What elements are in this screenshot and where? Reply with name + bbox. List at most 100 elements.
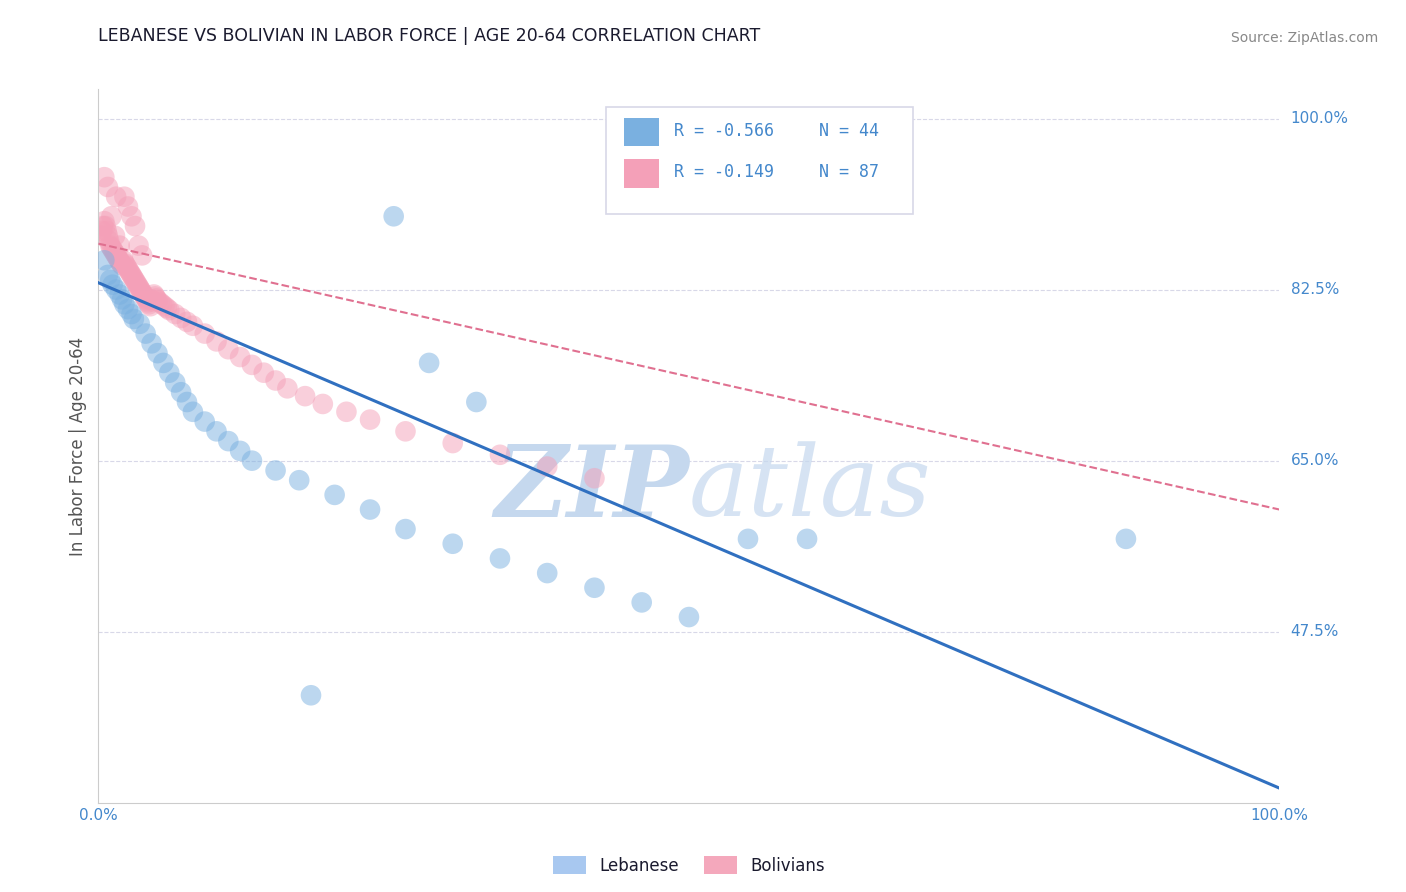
Point — [441, 436, 464, 450]
Y-axis label: In Labor Force | Age 20-64: In Labor Force | Age 20-64 — [69, 336, 87, 556]
Point — [1115, 532, 1137, 546]
Point — [630, 595, 652, 609]
Point — [98, 234, 121, 248]
Point — [97, 180, 120, 194]
Point — [97, 268, 120, 282]
Point — [418, 356, 440, 370]
Point — [124, 274, 146, 288]
Point — [170, 385, 193, 400]
Text: N = 44: N = 44 — [818, 121, 879, 139]
Point — [96, 224, 118, 238]
Point — [149, 295, 172, 310]
Point — [165, 307, 187, 321]
Point — [100, 241, 122, 255]
FancyBboxPatch shape — [624, 159, 659, 187]
Point — [104, 246, 127, 260]
Point — [94, 219, 117, 233]
Point — [136, 295, 159, 310]
Point — [489, 551, 512, 566]
Point — [117, 262, 139, 277]
Point — [536, 459, 558, 474]
Point — [128, 279, 150, 293]
Point — [796, 532, 818, 546]
Point — [93, 170, 115, 185]
Point — [112, 253, 135, 268]
Point — [108, 238, 131, 252]
Point — [217, 343, 239, 357]
Point — [125, 276, 148, 290]
Point — [118, 264, 141, 278]
Point — [583, 581, 606, 595]
Point — [100, 209, 122, 223]
Point — [112, 190, 135, 204]
Point — [93, 214, 115, 228]
Point — [128, 317, 150, 331]
Point — [141, 293, 163, 307]
Point — [142, 287, 165, 301]
Text: ZIP: ZIP — [494, 441, 689, 537]
Point — [145, 292, 167, 306]
Point — [121, 307, 143, 321]
Text: 47.5%: 47.5% — [1291, 624, 1339, 640]
Point — [120, 266, 142, 280]
Point — [288, 473, 311, 487]
Point — [737, 532, 759, 546]
Point — [131, 248, 153, 262]
Point — [101, 277, 124, 292]
Point — [153, 299, 176, 313]
Point — [143, 289, 166, 303]
Point — [205, 334, 228, 349]
Point — [165, 376, 187, 390]
Point — [101, 243, 124, 257]
Point — [181, 405, 204, 419]
Point — [146, 346, 169, 360]
Point — [205, 425, 228, 439]
Point — [129, 284, 152, 298]
Point — [170, 310, 193, 325]
Point — [359, 502, 381, 516]
Point — [127, 277, 149, 292]
Point — [157, 303, 180, 318]
Point — [139, 299, 162, 313]
Point — [105, 283, 128, 297]
Point — [111, 258, 134, 272]
Point — [229, 350, 252, 364]
Text: R = -0.566: R = -0.566 — [673, 121, 773, 139]
Point — [294, 389, 316, 403]
Point — [105, 190, 128, 204]
Point — [104, 228, 127, 243]
Point — [150, 297, 173, 311]
Point — [229, 443, 252, 458]
Point — [152, 356, 174, 370]
Point — [105, 248, 128, 262]
Point — [217, 434, 239, 449]
Point — [114, 258, 136, 272]
Point — [678, 610, 700, 624]
Point — [536, 566, 558, 580]
Point — [441, 537, 464, 551]
Point — [111, 293, 134, 307]
Point — [134, 289, 156, 303]
Point — [135, 326, 157, 341]
Point — [312, 397, 335, 411]
Point — [90, 228, 112, 243]
Point — [98, 238, 121, 252]
Point — [91, 219, 114, 233]
Point — [112, 297, 135, 311]
FancyBboxPatch shape — [606, 107, 914, 214]
Point — [124, 219, 146, 233]
Point — [107, 252, 129, 267]
Point — [121, 269, 143, 284]
Point — [157, 366, 180, 380]
Point — [240, 453, 263, 467]
Point — [122, 272, 145, 286]
Point — [131, 285, 153, 300]
Point — [176, 395, 198, 409]
Point — [122, 312, 145, 326]
Point — [117, 302, 139, 317]
Point — [299, 688, 322, 702]
Point — [93, 253, 115, 268]
Point — [156, 301, 179, 315]
Point — [276, 381, 298, 395]
Point — [394, 522, 416, 536]
